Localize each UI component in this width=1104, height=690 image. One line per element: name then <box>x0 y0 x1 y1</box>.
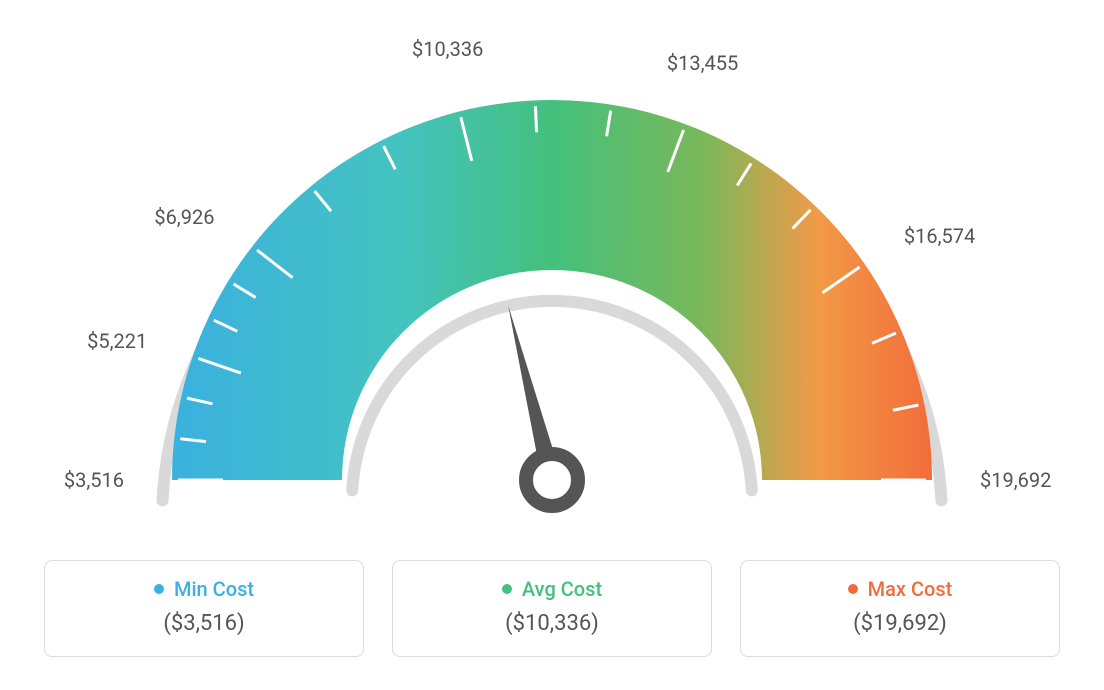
gauge-tick-label: $6,926 <box>154 205 214 229</box>
dot-icon <box>848 584 858 594</box>
legend-label-min: Min Cost <box>174 577 254 601</box>
dot-icon <box>502 584 512 594</box>
gauge-tick-label: $5,221 <box>87 329 147 353</box>
gauge-chart: $3,516 $5,221 $6,926 $10,336 $13,455 $16,574 $… <box>40 20 1064 540</box>
legend-title-avg: Avg Cost <box>502 577 602 601</box>
gauge-svg <box>40 20 1064 540</box>
legend-value-avg: ($10,336) <box>393 611 711 636</box>
gauge-tick-label: $19,692 <box>980 468 1051 492</box>
legend-title-max: Max Cost <box>848 577 953 601</box>
legend-card-min: Min Cost ($3,516) <box>44 560 364 657</box>
legend-label-avg: Avg Cost <box>522 577 602 601</box>
legend-title-min: Min Cost <box>154 577 254 601</box>
legend-card-max: Max Cost ($19,692) <box>740 560 1060 657</box>
legend-row: Min Cost ($3,516) Avg Cost ($10,336) Max… <box>40 560 1064 657</box>
legend-value-max: ($19,692) <box>741 611 1059 636</box>
dot-icon <box>154 584 164 594</box>
gauge-tick-label: $13,455 <box>667 51 738 75</box>
gauge-tick-label: $10,336 <box>412 37 483 61</box>
legend-card-avg: Avg Cost ($10,336) <box>392 560 712 657</box>
gauge-tick-label: $16,574 <box>904 224 975 248</box>
gauge-tick-label: $3,516 <box>64 468 124 492</box>
legend-label-max: Max Cost <box>868 577 953 601</box>
legend-value-min: ($3,516) <box>45 611 363 636</box>
